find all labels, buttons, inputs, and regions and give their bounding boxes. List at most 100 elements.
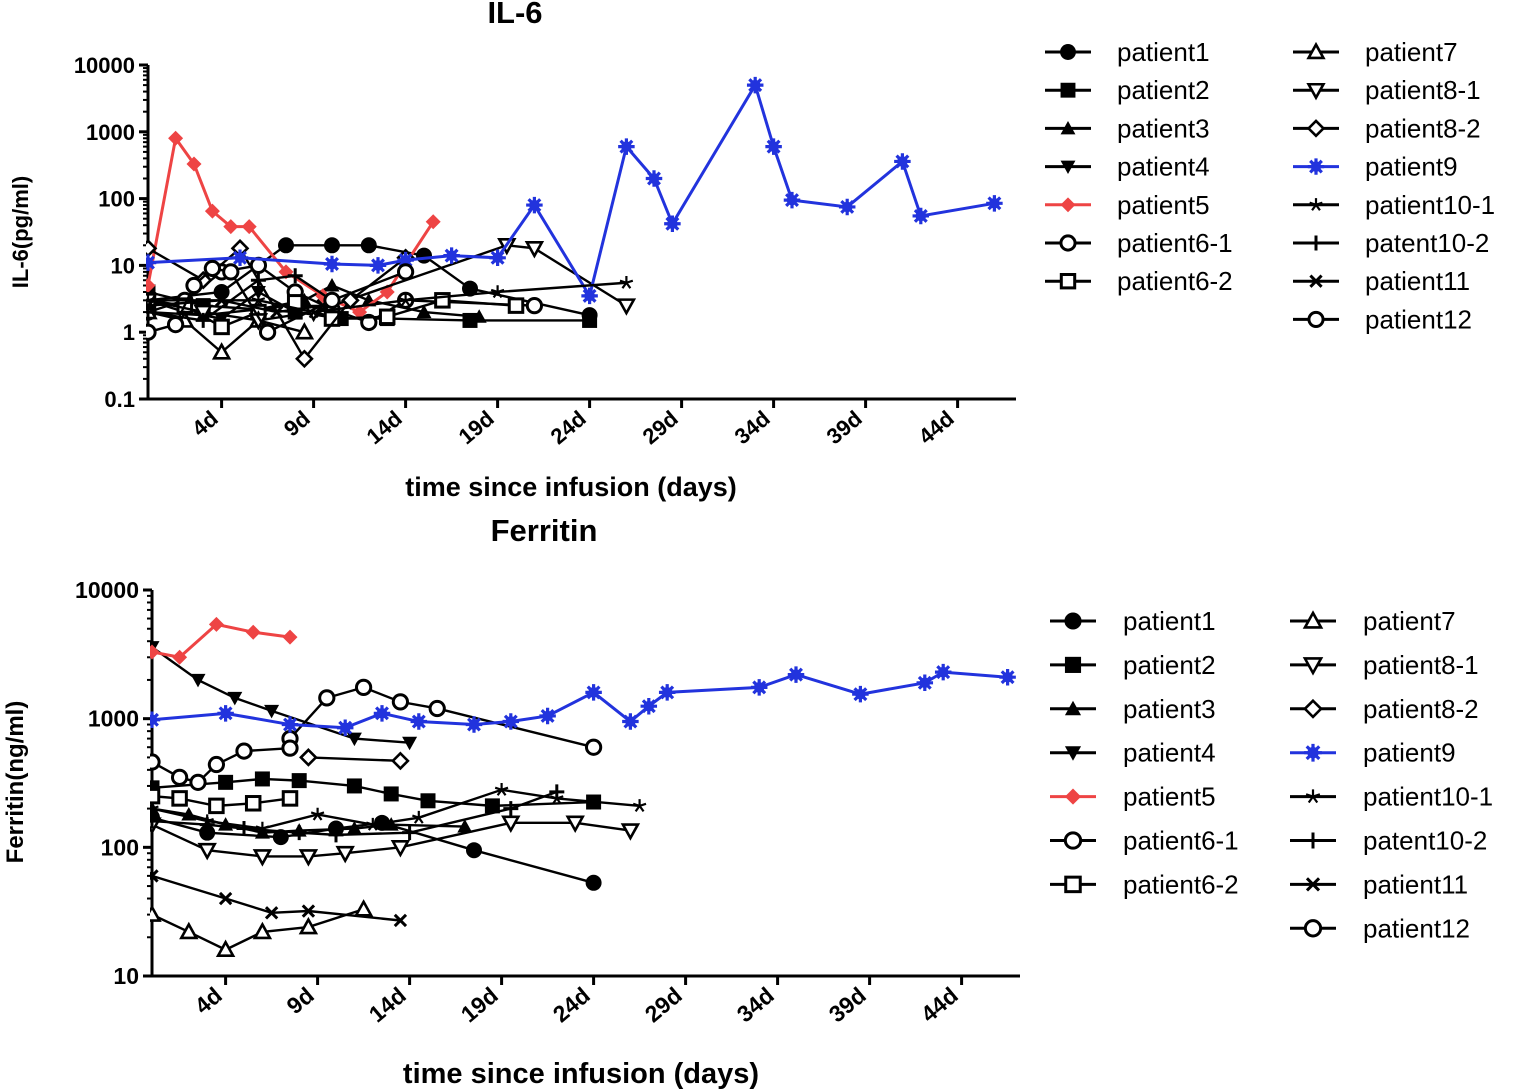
il6-y-tick-label: 1000 <box>86 120 135 145</box>
ferritin-series-patient6-1 <box>281 678 603 756</box>
il6-point-patient3 <box>471 309 487 323</box>
ferritin-legend-label: patient8-1 <box>1363 650 1479 680</box>
il6-point-patient12 <box>203 259 222 278</box>
il6-legend-marker <box>1306 119 1326 138</box>
ferritin-series-patient6-2 <box>150 787 299 815</box>
ferritin-legend-item: patent10-2 <box>1290 826 1487 856</box>
il6-point-patient6-1 <box>360 313 378 332</box>
ferritin-point-patient10-1 <box>494 783 509 796</box>
il6-point-patient5 <box>186 156 202 172</box>
il6-point-patent10-2 <box>250 272 266 288</box>
il6-point-patient9-rays <box>986 195 1003 212</box>
il6-point-patient9-rays <box>645 170 663 187</box>
il6-point-patient2 <box>146 284 156 300</box>
ferritin-point-patient2 <box>383 786 399 802</box>
il6-legend-label: patient8-1 <box>1365 75 1481 105</box>
ferritin-point-patent10-2 <box>236 821 252 837</box>
il6-point-patient12 <box>258 323 277 341</box>
il6-legend-marker <box>1307 310 1325 328</box>
ferritin-point-patient6-2 <box>208 797 225 815</box>
ferritin-point-patient9-rays <box>373 705 391 722</box>
il6-point-patient7 <box>211 342 232 360</box>
il6-line-patient1 <box>147 244 590 317</box>
ferritin-point-patient4 <box>190 673 206 688</box>
il6-legend-item: patient6-1 <box>1045 228 1233 258</box>
ferritin-point-patient4 <box>264 704 280 719</box>
ferritin-legend-item: patient4 <box>1050 738 1216 768</box>
ferritin-y-tick-label: 10000 <box>75 577 139 603</box>
ferritin-point-patent10-2 <box>549 784 565 800</box>
ferritin-point-patient8-1 <box>298 849 319 867</box>
ferritin-legend-label: patient10-1 <box>1363 782 1493 812</box>
il6-chart: IL-6 IL-6(pg/ml) time since infusion (da… <box>8 0 1495 502</box>
il6-x-tick-label: 39d <box>822 406 867 450</box>
il6-series-patient6-2 <box>146 292 525 336</box>
ferritin-legend-marker <box>1064 875 1082 894</box>
ferritin-point-patient9-rays <box>336 719 354 736</box>
il6-series-patient10-1 <box>146 275 634 319</box>
il6-legend-label: patent10-2 <box>1365 228 1489 258</box>
il6-point-patent10-2 <box>287 268 303 284</box>
ferritin-point-patient6-1 <box>428 699 446 718</box>
ferritin-point-patient3 <box>457 819 473 833</box>
ferritin-legend-marker <box>1303 919 1323 938</box>
ferritin-point-patient12 <box>235 742 253 760</box>
ferritin-line-patient6-1 <box>289 686 594 749</box>
ferritin-point-patient11 <box>264 906 279 920</box>
il6-point-patient12 <box>185 276 203 295</box>
il6-legend-label: patient7 <box>1365 37 1458 67</box>
ferritin-point-patient9-rays <box>640 697 658 715</box>
ferritin-point-patent10-2 <box>328 827 344 843</box>
ferritin-point-patient10-1 <box>150 801 159 815</box>
ferritin-point-patient9-rays <box>150 711 161 729</box>
il6-legend-label: patient5 <box>1117 190 1210 220</box>
il6-point-patient1 <box>416 247 432 264</box>
il6-legend-item: patient6-2 <box>1045 266 1233 296</box>
il6-point-patient9-rays <box>894 153 911 170</box>
il6-point-patient9-rays <box>443 247 460 264</box>
il6-legend-marker <box>1060 160 1076 175</box>
il6-legend-label: patient8-2 <box>1365 113 1481 143</box>
ferritin-series-patient5 <box>150 616 298 665</box>
ferritin-point-patent10-2 <box>503 801 519 817</box>
il6-legend-label: patient1 <box>1117 37 1210 67</box>
il6-point-patient11 <box>270 305 284 319</box>
ferritin-point-patient7 <box>353 899 374 917</box>
ferritin-legend-label: patient5 <box>1123 782 1216 812</box>
il6-point-patient11 <box>214 293 229 308</box>
il6-legend-marker <box>1306 82 1326 101</box>
ferritin-point-patient7 <box>179 921 199 940</box>
ferritin-point-patient6-2 <box>281 790 299 807</box>
il6-legend-marker <box>1309 274 1323 288</box>
ferritin-point-patient3 <box>254 825 270 839</box>
ferritin-series-patient9 <box>150 663 1016 736</box>
ferritin-point-patient7 <box>150 904 162 922</box>
il6-y-tick-label: 0.1 <box>104 387 135 412</box>
ferritin-point-patient3 <box>383 817 399 831</box>
il6-legend: patient1 patient2 patient3 patient4 patient5… <box>1045 37 1495 334</box>
il6-point-patient8-1 <box>193 304 213 323</box>
il6-point-patient7 <box>294 322 315 340</box>
ferritin-point-patient2 <box>150 780 160 796</box>
ferritin-point-patient11 <box>393 913 408 928</box>
il6-legend-label: patient6-2 <box>1117 266 1233 296</box>
il6-point-patient6-2 <box>213 318 230 336</box>
ferritin-chart: Ferritin Ferritin(ng/ml) time since infu… <box>2 513 1493 1090</box>
ferritin-point-patient9-rays <box>658 684 676 701</box>
il6-x-tick-label: 29d <box>638 406 683 450</box>
ferritin-point-patient9-rays <box>465 716 483 733</box>
ferritin-legend-marker <box>1305 789 1321 804</box>
il6-point-patient1 <box>278 237 294 254</box>
il6-point-patient5 <box>168 130 184 146</box>
ferritin-point-patient9-rays <box>622 713 639 730</box>
ferritin-legend-marker <box>1305 877 1321 892</box>
il6-point-patient10-1 <box>619 275 634 289</box>
ferritin-point-patient1 <box>272 829 289 846</box>
il6-legend-marker <box>1308 235 1324 251</box>
ferritin-legend-item: patient8-1 <box>1290 650 1479 680</box>
il6-y-tick-label: 1 <box>123 320 135 345</box>
ferritin-legend-marker <box>1064 746 1082 761</box>
ferritin-series-patient8-2 <box>299 748 410 771</box>
il6-point-patient2 <box>582 312 598 328</box>
il6-legend-item: patent10-2 <box>1293 228 1489 258</box>
